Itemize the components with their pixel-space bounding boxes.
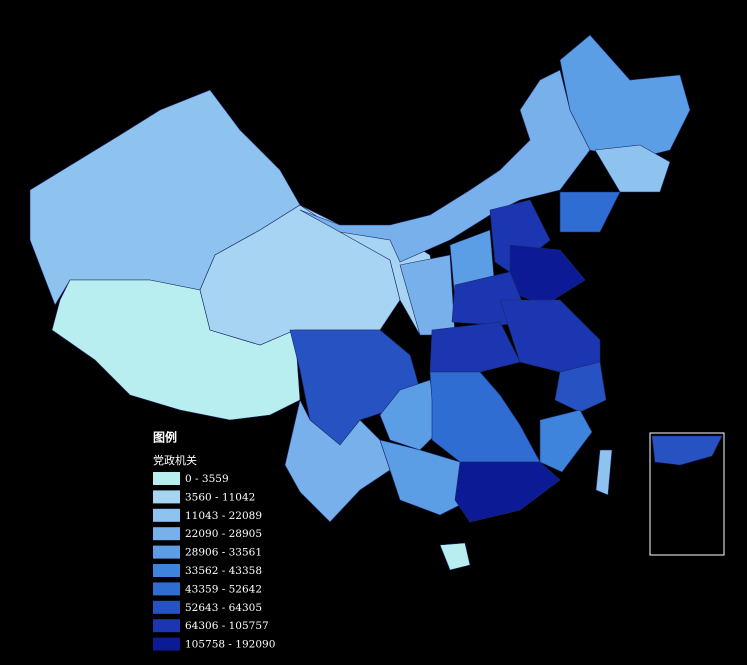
inset-frame <box>649 432 725 556</box>
legend-swatch <box>153 564 180 577</box>
province <box>651 435 723 466</box>
province <box>454 461 561 523</box>
province <box>595 449 613 496</box>
province <box>379 439 471 516</box>
legend-label: 0 - 3559 <box>185 473 229 485</box>
legend-swatch <box>153 637 180 651</box>
legend-swatch <box>153 619 180 633</box>
province <box>429 371 541 463</box>
province <box>559 191 621 233</box>
province <box>429 321 521 373</box>
legend-swatch <box>153 600 180 614</box>
legend-label: 3560 - 11042 <box>185 491 255 503</box>
province <box>594 144 671 193</box>
legend-subtitle: 党政机关 <box>153 453 197 467</box>
legend-label: 64306 - 105757 <box>185 620 269 632</box>
province <box>439 542 471 571</box>
province-layer <box>29 34 723 571</box>
legend-label: 52643 - 64305 <box>185 602 262 614</box>
legend-label: 33562 - 43358 <box>185 565 262 577</box>
legend-label: 105758 - 192090 <box>185 639 275 651</box>
province <box>509 244 586 306</box>
legend-swatch <box>153 527 180 541</box>
legend-swatch <box>153 582 180 596</box>
province <box>554 361 607 413</box>
legend-title: 图例 <box>153 430 177 445</box>
province <box>299 69 591 263</box>
legend-label: 11043 - 22089 <box>185 510 262 522</box>
legend-label: 22090 - 28905 <box>185 528 262 540</box>
legend-swatch <box>153 472 180 485</box>
legend-swatch <box>153 508 180 522</box>
province <box>539 409 593 473</box>
legend-label: 28906 - 33561 <box>185 547 262 559</box>
legend-swatch <box>153 545 180 559</box>
legend-label: 43359 - 52642 <box>185 583 262 595</box>
legend-swatch <box>153 490 180 504</box>
legend: 0 - 3559 3560 - 11042 11043 - 22089 22090 -… <box>153 472 275 651</box>
province <box>559 34 691 161</box>
